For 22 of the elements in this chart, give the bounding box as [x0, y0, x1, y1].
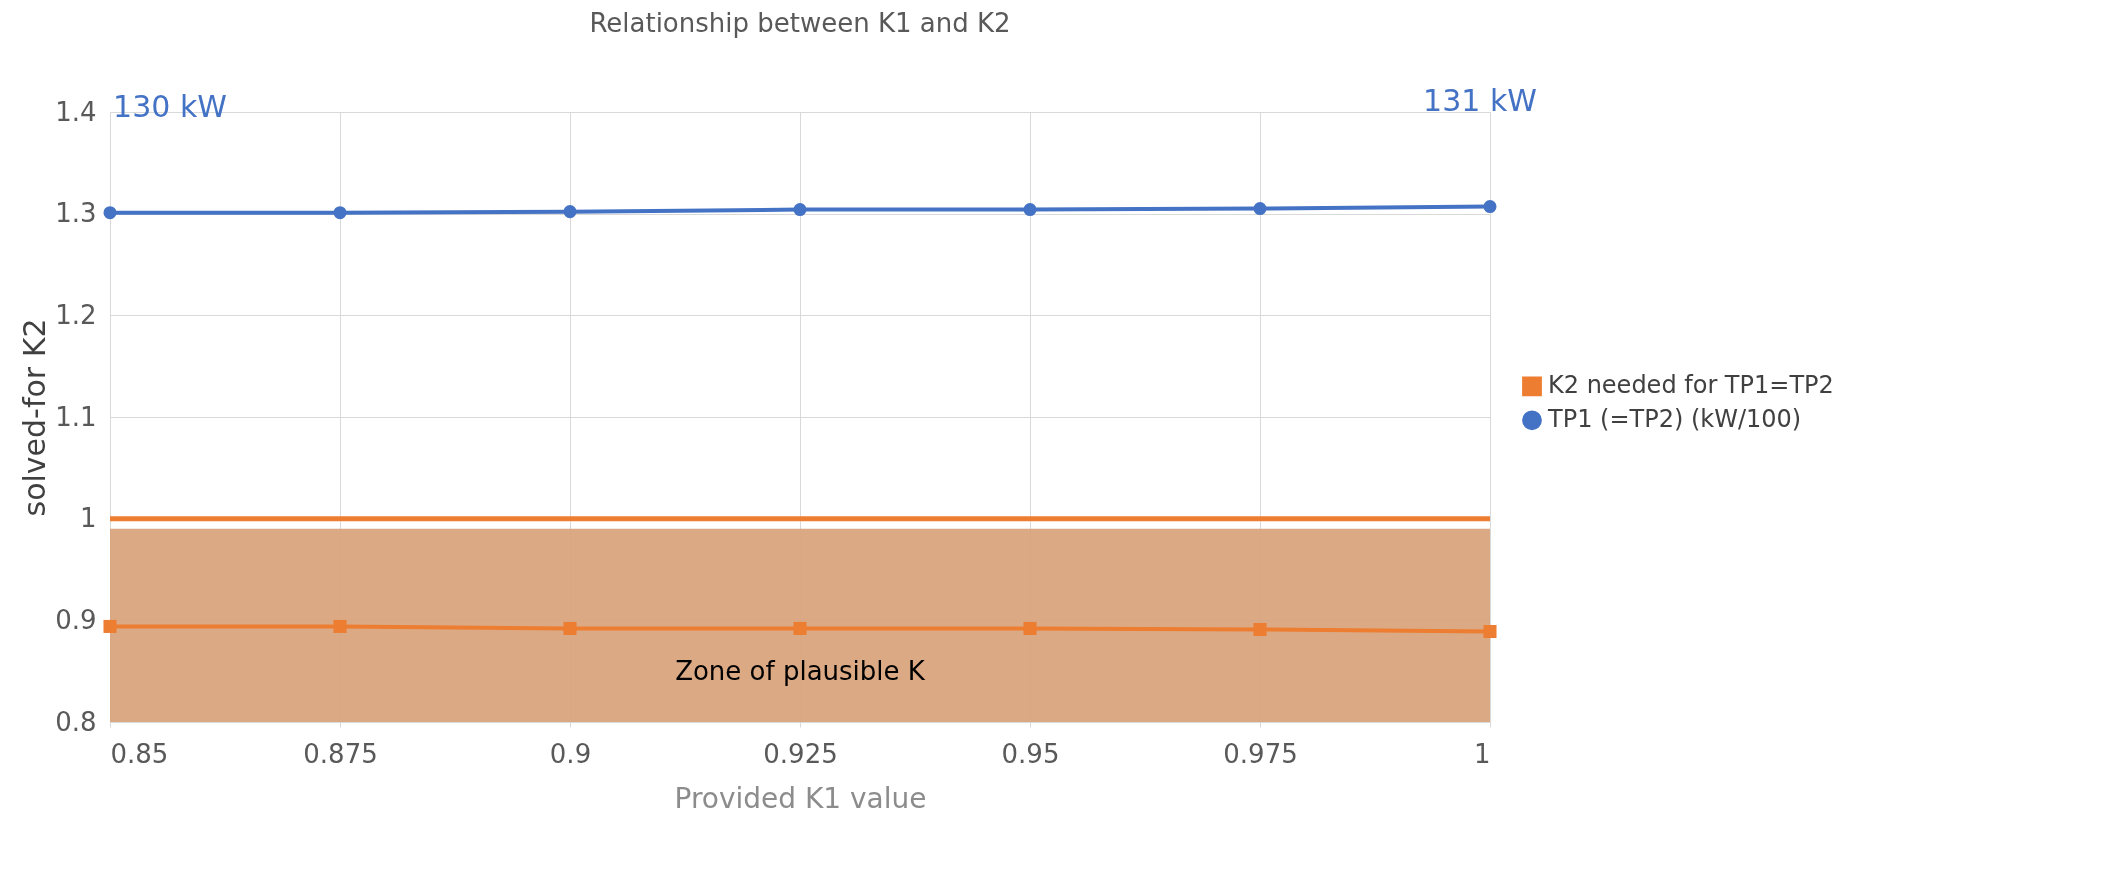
legend-label: TP1 (=TP2) (kW/100): [1547, 405, 1802, 434]
y-tick-label: 0.9: [55, 604, 97, 635]
annotation: 130 kW: [113, 88, 227, 124]
band-label: Zone of plausible K: [675, 656, 926, 686]
y-tick-label: 1.1: [55, 401, 97, 432]
y-tick-label: 1.2: [55, 299, 97, 330]
x-tick-label: 0.85: [110, 738, 169, 769]
legend-label: K2 needed for TP1=TP2: [1548, 371, 1834, 400]
y-tick-label: 1.3: [55, 198, 97, 229]
x-axis-title: Provided K1 value: [674, 781, 927, 815]
x-tick-label: 0.95: [1001, 738, 1060, 769]
x-tick-label: 0.875: [303, 738, 378, 769]
y-axis-title: solved-for K2: [17, 318, 53, 517]
x-tick-label: 0.925: [763, 738, 838, 769]
chart-title: Relationship between K1 and K2: [589, 7, 1011, 38]
y-tick-label: 0.8: [55, 706, 97, 737]
y-tick-label: 1.4: [55, 96, 97, 127]
x-tick-label: 0.975: [1223, 738, 1298, 769]
x-tick-label: 1: [1473, 738, 1491, 769]
annotation: 131 kW: [1423, 82, 1537, 118]
y-tick-label: 1: [79, 503, 97, 534]
x-tick-label: 0.9: [549, 738, 592, 769]
